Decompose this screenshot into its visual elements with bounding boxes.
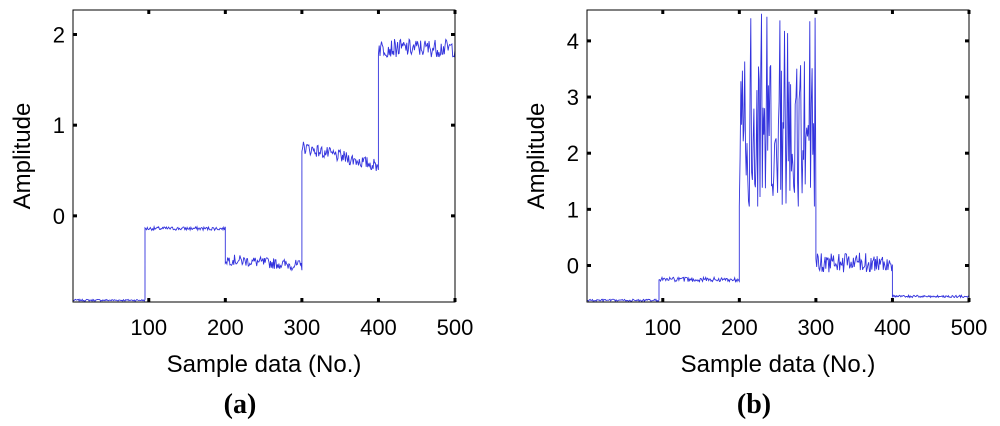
chart-panel-2: 100 200 300 400 500 0 1 2 3 4 Sample data (No.) Amp…: [523, 9, 988, 420]
x-tick-label: 400: [874, 315, 911, 340]
y-tick-label: 2: [53, 22, 65, 47]
x-tick-label: 100: [130, 315, 167, 340]
chart-panel-1: 100 200 300 400 500 0 1 2 Sample data (No.) Ampli…: [9, 9, 474, 420]
y-tick-label: 0: [567, 254, 579, 279]
y-tick-label: 0: [53, 204, 65, 229]
x-tick-label: 300: [284, 315, 321, 340]
panel-label: (a): [224, 389, 257, 420]
x-tick-label: 500: [437, 315, 474, 340]
y-tick-label: 2: [567, 141, 579, 166]
x-axis-label: Sample data (No.): [167, 351, 362, 378]
panel-label: (b): [737, 389, 771, 420]
x-tick-label: 300: [798, 315, 835, 340]
x-tick-label: 400: [360, 315, 397, 340]
x-tick-label: 100: [644, 315, 681, 340]
x-tick-label: 200: [721, 315, 758, 340]
x-tick-label: 500: [951, 315, 988, 340]
x-tick-label: 200: [207, 315, 244, 340]
y-axis-label: Amplitude: [9, 103, 36, 210]
y-tick-label: 3: [567, 85, 579, 110]
x-axis-label: Sample data (No.): [681, 351, 876, 378]
series-line: [72, 38, 456, 303]
y-tick-label: 1: [53, 113, 65, 138]
y-tick-label: 4: [567, 29, 579, 54]
series-line: [586, 13, 970, 303]
axes-frame: [586, 9, 970, 303]
y-tick-label: 1: [567, 197, 579, 222]
axes-frame: [72, 9, 456, 303]
y-axis-label: Amplitude: [523, 103, 550, 210]
